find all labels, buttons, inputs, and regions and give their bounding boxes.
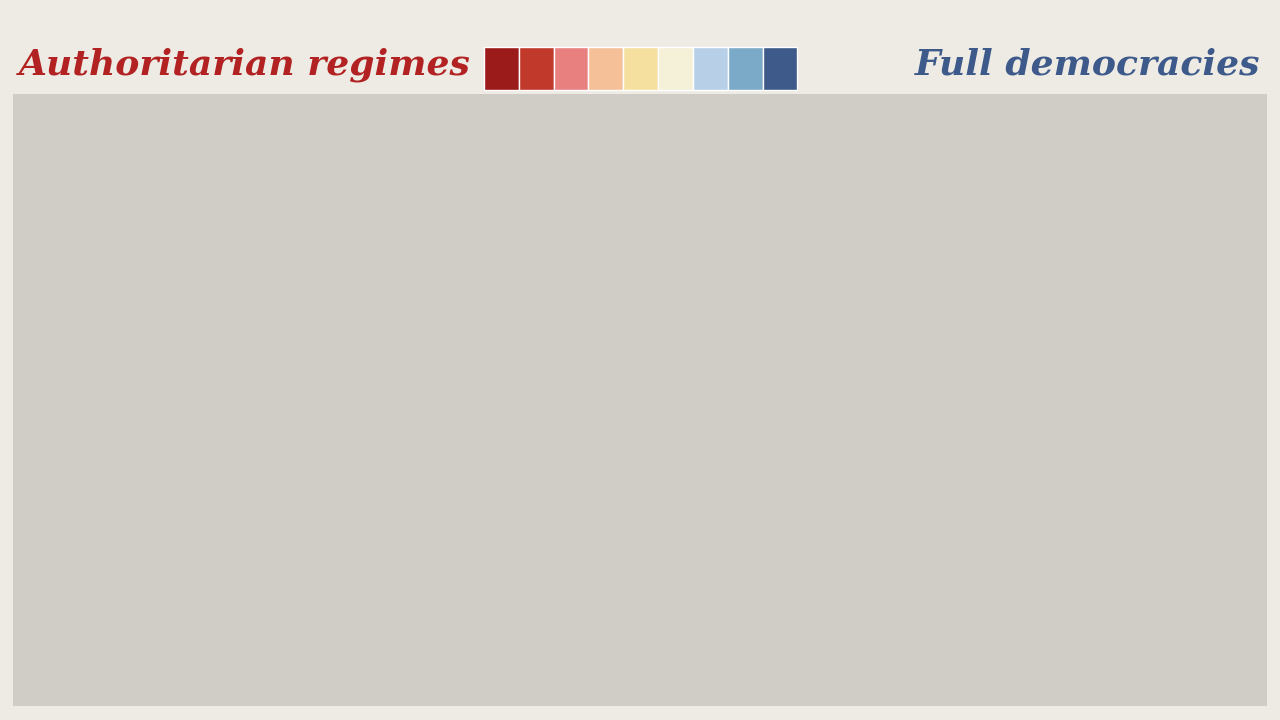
Text: Authoritarian regimes: Authoritarian regimes [19, 48, 471, 82]
Text: Full democracies: Full democracies [915, 48, 1261, 82]
